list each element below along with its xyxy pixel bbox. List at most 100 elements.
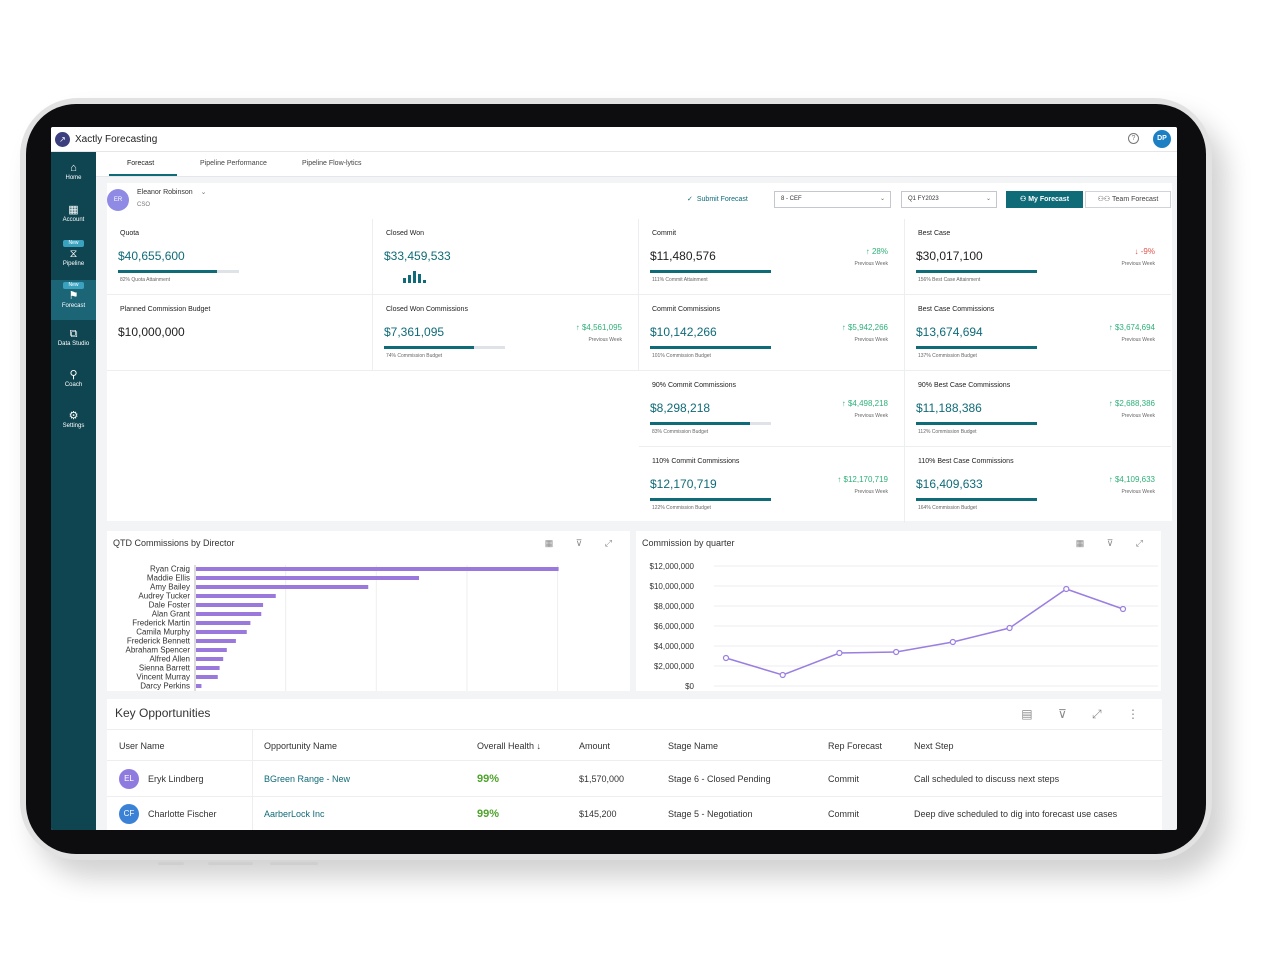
metric-commit[interactable]: Commit $11,480,576 111% Commit Attainmen… bbox=[639, 219, 905, 295]
progress-fill bbox=[118, 270, 218, 273]
metric-change-value: $4,498,218 bbox=[847, 399, 888, 408]
metric-best-case[interactable]: Best Case $30,017,100 156% Best Case Att… bbox=[905, 219, 1171, 295]
column-header-health[interactable]: Overall Health ↓ bbox=[477, 741, 542, 751]
metric-110-commit-commissions[interactable]: 110% Commit Commissions $12,170,719 122%… bbox=[639, 447, 905, 523]
progress-bar bbox=[916, 498, 1037, 501]
metric-change-value: $3,674,694 bbox=[1114, 323, 1155, 332]
metric-closed-won[interactable]: Closed Won $33,459,533 bbox=[373, 219, 639, 295]
metric-value: $10,142,266 bbox=[650, 325, 717, 339]
metric-value: $7,361,095 bbox=[384, 325, 445, 339]
panel-title: QTD Commissions by Director bbox=[113, 538, 235, 548]
progress-fill bbox=[916, 270, 1037, 273]
metric-change: ↑ $12,170,719 bbox=[837, 475, 888, 484]
coach-icon: ⚲ bbox=[69, 369, 78, 381]
divider bbox=[107, 729, 1162, 730]
metric-label: Planned Commission Budget bbox=[120, 306, 211, 313]
cell-opportunity-link[interactable]: AarberLock Inc bbox=[264, 809, 325, 819]
commission-by-quarter-panel: Commission by quarter ▦ ⊽ ⤢ $12,000,000 $… bbox=[636, 531, 1161, 691]
column-header-user[interactable]: User Name bbox=[119, 741, 165, 751]
cell-stage: Stage 6 - Closed Pending bbox=[668, 774, 771, 784]
metric-sub: 164% Commission Budget bbox=[918, 505, 977, 511]
bar bbox=[196, 657, 224, 661]
metric-value: $13,674,694 bbox=[916, 325, 983, 339]
metric-value: $12,170,719 bbox=[650, 477, 717, 491]
column-header-opportunity[interactable]: Opportunity Name bbox=[264, 741, 338, 751]
data-point bbox=[1119, 605, 1127, 613]
divider bbox=[107, 796, 1162, 797]
progress-fill bbox=[916, 498, 1037, 501]
help-icon[interactable]: ? bbox=[1128, 133, 1139, 144]
metric-best-case-commissions[interactable]: Best Case Commissions $13,674,694 137% C… bbox=[905, 295, 1171, 371]
metric-110-best-case-commissions[interactable]: 110% Best Case Commissions $16,409,633 1… bbox=[905, 447, 1171, 523]
column-header-rep-forecast[interactable]: Rep Forecast bbox=[828, 741, 883, 751]
sidebar-item-data-studio[interactable]: ⧉ Data Studio bbox=[51, 328, 96, 362]
metric-closed-won-commissions[interactable]: Closed Won Commissions $7,361,095 74% Co… bbox=[373, 295, 639, 371]
metric-value: $8,298,218 bbox=[650, 401, 711, 415]
metric-label: 110% Commit Commissions bbox=[652, 458, 740, 465]
bar bbox=[196, 684, 202, 688]
y-tick-label: $2,000,000 bbox=[654, 662, 695, 671]
home-icon: ⌂ bbox=[70, 162, 77, 174]
metric-label: Commit bbox=[652, 230, 677, 237]
data-point bbox=[949, 638, 956, 646]
data-point bbox=[836, 649, 843, 657]
user-avatar[interactable]: DP bbox=[1153, 130, 1171, 148]
submit-forecast-button[interactable]: ✓ Submit Forecast bbox=[687, 195, 748, 203]
metric-change-value: $4,561,095 bbox=[581, 323, 622, 332]
tab-pipeline-performance[interactable]: Pipeline Performance bbox=[200, 160, 267, 167]
progress-bar bbox=[916, 422, 1037, 425]
sidebar-item-settings[interactable]: ⚙ Settings bbox=[51, 410, 96, 444]
arrow-up-icon: ↑ bbox=[1108, 475, 1113, 484]
tab-forecast[interactable]: Forecast bbox=[109, 152, 177, 176]
metric-sub: 137% Commission Budget bbox=[918, 353, 977, 359]
my-forecast-button[interactable]: ⚇ My Forecast bbox=[1006, 191, 1083, 208]
metric-label: 110% Best Case Commissions bbox=[918, 458, 1014, 465]
bar-label: Alan Grant bbox=[152, 610, 191, 619]
metric-90-commit-commissions[interactable]: 90% Commit Commissions $8,298,218 83% Co… bbox=[639, 371, 905, 447]
cell-stage: Stage 5 - Negotiation bbox=[668, 809, 753, 819]
period-select[interactable]: Q1 FY2023 ⌄ bbox=[901, 191, 997, 208]
sidebar-item-home[interactable]: ⌂ Home bbox=[51, 162, 96, 196]
progress-fill bbox=[916, 422, 1037, 425]
progress-bar bbox=[118, 270, 239, 273]
bar-label: Amy Bailey bbox=[150, 583, 190, 592]
panel-toolbar-icons[interactable]: ▦ ⊽ ⤢ bbox=[1075, 538, 1153, 548]
column-header-amount[interactable]: Amount bbox=[579, 741, 611, 751]
metric-sub: 83% Commission Budget bbox=[652, 429, 709, 435]
bar-label: Frederick Martin bbox=[132, 619, 190, 628]
column-header-stage[interactable]: Stage Name bbox=[668, 741, 719, 751]
team-forecast-button[interactable]: ⚇⚇ Team Forecast bbox=[1085, 191, 1171, 208]
column-header-next-step[interactable]: Next Step bbox=[914, 741, 954, 751]
bar bbox=[196, 639, 236, 643]
key-opportunities-table: Key Opportunities ▤ ⊽ ⤢ ⋮ User Name Oppo… bbox=[107, 699, 1162, 830]
divider bbox=[107, 760, 1162, 761]
progress-fill bbox=[916, 346, 1037, 349]
metric-change-label: Previous Week bbox=[1121, 413, 1155, 419]
progress-fill bbox=[650, 270, 771, 273]
table-toolbar-icons[interactable]: ▤ ⊽ ⤢ ⋮ bbox=[1021, 707, 1150, 721]
panel-toolbar-icons[interactable]: ▦ ⊽ ⤢ bbox=[544, 538, 622, 548]
bar-label: Camila Murphy bbox=[136, 628, 190, 637]
cell-opportunity-link[interactable]: BGreen Range - New bbox=[264, 774, 351, 784]
period-value: Q1 FY2023 bbox=[908, 196, 939, 202]
sidebar-item-coach[interactable]: ⚲ Coach bbox=[51, 369, 96, 403]
metric-quota[interactable]: Quota $40,655,600 82% Quota Attainment bbox=[107, 219, 373, 295]
metric-value: $30,017,100 bbox=[916, 249, 983, 263]
progress-bar bbox=[916, 346, 1037, 349]
metric-change-value: $4,109,633 bbox=[1114, 475, 1155, 484]
y-tick-label: $6,000,000 bbox=[654, 622, 695, 631]
metric-commit-commissions[interactable]: Commit Commissions $10,142,266 101% Comm… bbox=[639, 295, 905, 371]
series-line bbox=[725, 588, 1124, 676]
user-name[interactable]: Eleanor Robinson ⌄ bbox=[137, 188, 206, 196]
bar-label: Darcy Perkins bbox=[140, 682, 190, 691]
bar bbox=[196, 630, 247, 634]
sidebar-item-forecast[interactable]: New ⚑ Forecast bbox=[51, 280, 96, 320]
tab-pipeline-flow-lytics[interactable]: Pipeline Flow-lytics bbox=[302, 160, 362, 167]
sidebar-item-pipeline[interactable]: New ⧖ Pipeline bbox=[51, 240, 96, 278]
xactly-logo: ↗ bbox=[55, 131, 70, 147]
metric-planned-budget[interactable]: Planned Commission Budget $10,000,000 bbox=[107, 295, 373, 371]
sidebar-item-account[interactable]: ▦ Account bbox=[51, 204, 96, 238]
cell-health: 99% bbox=[477, 773, 500, 785]
metric-90-best-case-commissions[interactable]: 90% Best Case Commissions $11,188,386 11… bbox=[905, 371, 1171, 447]
forecast-type-select[interactable]: 8 - CEF ⌄ bbox=[774, 191, 891, 208]
